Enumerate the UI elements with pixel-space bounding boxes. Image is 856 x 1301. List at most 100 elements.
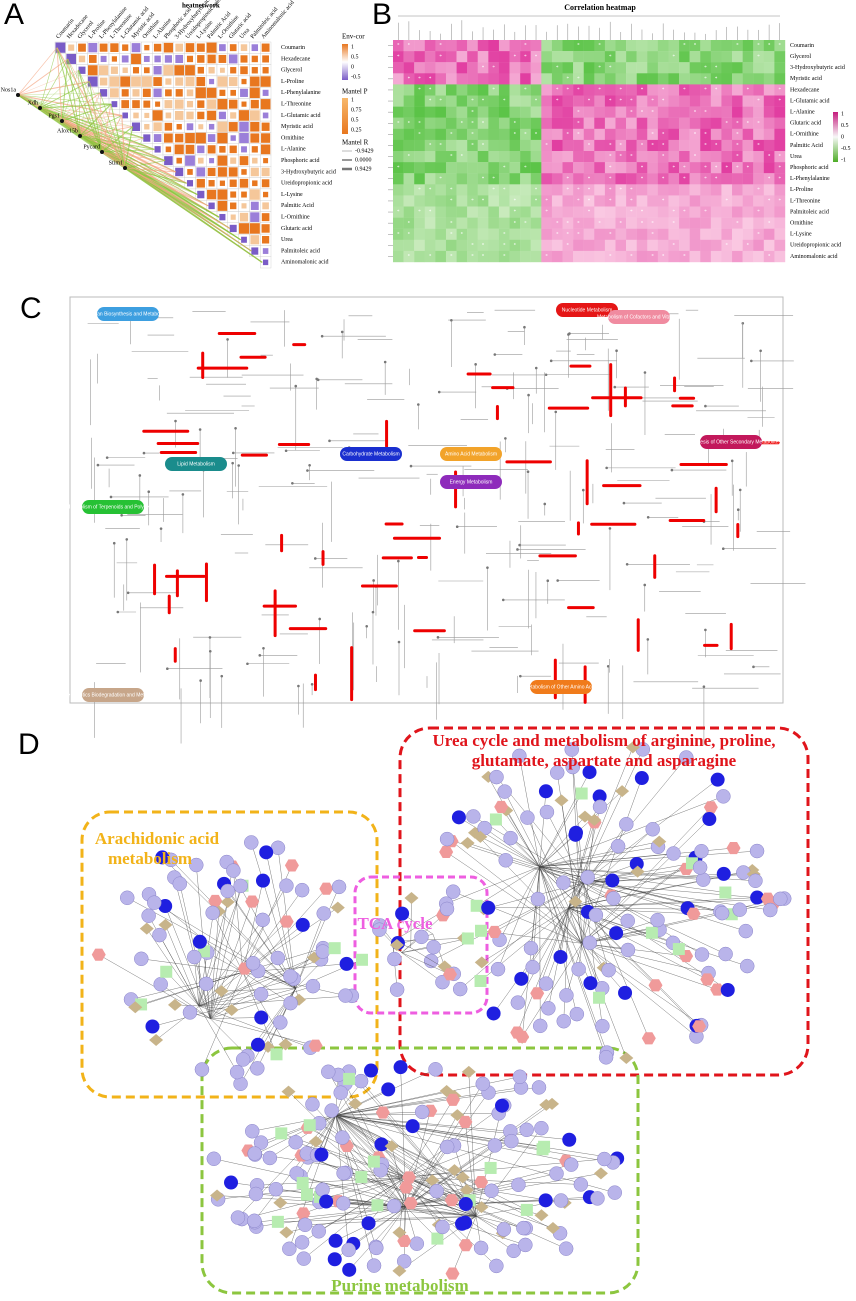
compound — [556, 579, 559, 582]
cell — [219, 44, 226, 52]
heat-cell — [498, 62, 510, 74]
heat-cell — [498, 151, 510, 163]
gene-node — [315, 944, 331, 959]
cell — [144, 112, 150, 119]
link — [78, 70, 81, 137]
gene-node — [439, 831, 455, 847]
row-label: L-Threonine — [281, 102, 312, 108]
heat-cell — [657, 239, 669, 252]
metabolite-node — [515, 1030, 530, 1043]
star: * — [588, 144, 591, 149]
metabolite-node — [91, 948, 106, 961]
gene-node — [393, 1060, 408, 1075]
heat-cell — [520, 139, 531, 152]
heat-cell — [509, 62, 521, 74]
legend-tick: 1 — [351, 44, 354, 50]
heat-cell — [689, 51, 701, 63]
heat-cell — [435, 40, 447, 52]
heat-cell — [657, 250, 669, 263]
heat-cell — [604, 40, 616, 52]
cell — [228, 54, 238, 64]
heat-cell — [732, 106, 743, 118]
cell — [208, 202, 215, 210]
gene-node — [295, 917, 310, 932]
heat-cell — [509, 51, 521, 63]
heat-cell — [657, 84, 669, 96]
heat-cell — [742, 106, 754, 118]
metabolite-node — [444, 1194, 459, 1207]
heat-cell — [541, 51, 553, 63]
link — [124, 160, 166, 169]
category-label: Carbohydrate Metabolism — [342, 451, 399, 457]
heat-cell — [456, 206, 468, 218]
gene-node — [172, 876, 188, 891]
star: * — [461, 121, 464, 126]
star: * — [662, 255, 665, 260]
gene-node — [516, 1220, 531, 1236]
cell — [186, 111, 194, 120]
metabolite-node — [245, 895, 260, 908]
gene-node — [452, 981, 468, 997]
heat-cell — [424, 206, 436, 218]
gene-node — [539, 804, 555, 820]
heat-cell — [530, 173, 542, 185]
heat-cell — [594, 184, 606, 196]
gene-node — [694, 947, 710, 962]
star: * — [757, 44, 760, 49]
link — [39, 107, 144, 139]
legend-tick: -0.5 — [351, 74, 361, 80]
gene-node — [141, 908, 156, 923]
heat-cell — [679, 128, 690, 141]
star: * — [609, 66, 612, 71]
cell — [250, 121, 260, 132]
star: * — [556, 88, 559, 93]
heat-cell — [763, 206, 775, 218]
heat-cell — [700, 184, 712, 196]
star: * — [747, 243, 750, 248]
heat-cell — [679, 228, 690, 240]
cell — [133, 112, 139, 119]
cell — [185, 76, 195, 87]
heat-cell — [626, 173, 637, 185]
heat-cell — [403, 73, 415, 85]
edge — [582, 943, 709, 974]
heat-cell — [742, 184, 754, 196]
edge — [159, 935, 200, 1007]
gene-node — [679, 750, 694, 765]
heat-cell — [657, 217, 669, 229]
edge — [154, 902, 296, 989]
compound — [365, 624, 369, 628]
edge — [539, 866, 726, 955]
heat-cell — [551, 40, 563, 52]
heat-cell — [435, 73, 447, 85]
heat-cell — [445, 151, 457, 163]
compound — [297, 684, 300, 688]
heat-cell — [679, 217, 690, 229]
legend-title: Mantel P — [342, 88, 368, 96]
edge — [295, 886, 340, 989]
cell — [206, 87, 217, 98]
heat-cell — [763, 217, 775, 229]
compound — [284, 449, 288, 453]
star: * — [736, 44, 739, 49]
heat-cell — [689, 173, 701, 185]
heat-cell — [710, 117, 722, 129]
heat-cell — [604, 195, 616, 207]
cell — [228, 77, 238, 87]
star: * — [556, 99, 559, 104]
heat-cell — [753, 84, 765, 96]
heat-cell — [467, 228, 478, 240]
star: * — [492, 66, 495, 71]
star: * — [630, 188, 633, 193]
heat-cell — [530, 139, 542, 152]
edge — [581, 818, 710, 944]
star: * — [651, 221, 654, 226]
heat-cell — [732, 139, 743, 152]
heat-cell — [742, 239, 754, 252]
gene-node — [283, 968, 298, 984]
heat-cell — [424, 250, 436, 263]
heat-cell — [700, 40, 712, 52]
heat-cell — [732, 184, 743, 196]
heat-cell — [774, 51, 786, 63]
compound-node — [330, 901, 345, 914]
